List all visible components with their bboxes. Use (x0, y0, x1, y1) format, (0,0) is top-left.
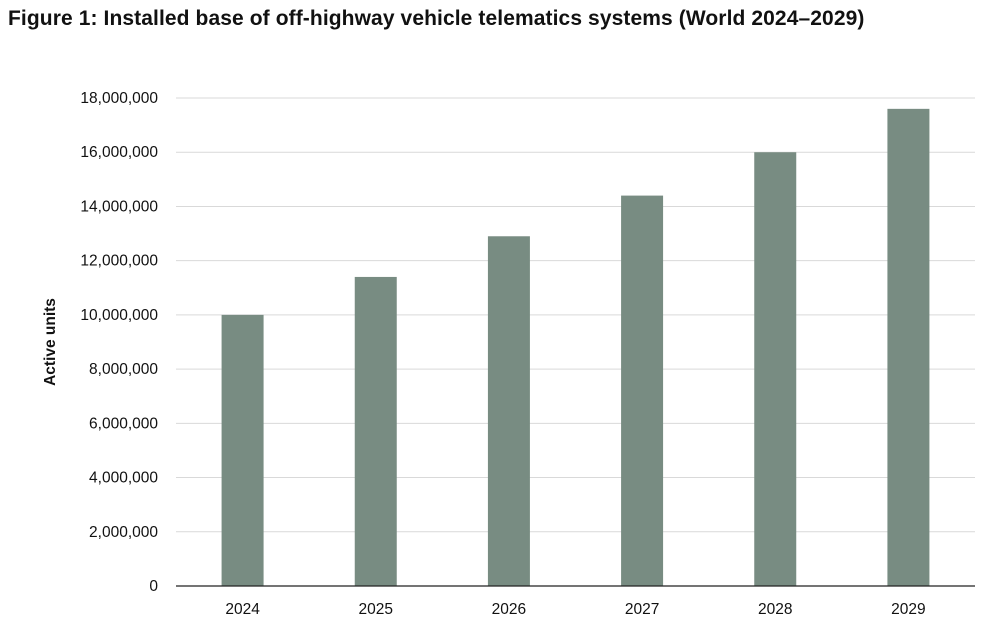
bar-2027 (621, 195, 664, 586)
y-tick-label: 0 (149, 578, 158, 595)
bar-2026 (487, 236, 530, 586)
y-tick-label: 12,000,000 (80, 253, 158, 270)
bar-2028 (754, 152, 797, 586)
y-tick-label: 18,000,000 (80, 90, 158, 107)
x-axis-ticks: 2024 2025 2026 2027 2028 2029 (225, 601, 925, 618)
x-tick-label: 2029 (891, 601, 925, 618)
y-tick-label: 10,000,000 (80, 307, 158, 324)
y-axis-ticks: 0 2,000,000 4,000,000 6,000,000 8,000,000 10,… (80, 90, 158, 595)
y-tick-label: 2,000,000 (89, 524, 158, 541)
bar-2024 (221, 314, 264, 586)
y-tick-label: 14,000,000 (80, 198, 158, 215)
y-tick-label: 8,000,000 (89, 361, 158, 378)
x-tick-label: 2025 (359, 601, 393, 618)
x-tick-label: 2026 (492, 601, 526, 618)
x-tick-label: 2027 (625, 601, 659, 618)
y-tick-label: 16,000,000 (80, 144, 158, 161)
bar-2025 (354, 276, 397, 586)
x-tick-label: 2024 (225, 601, 260, 618)
bars (221, 108, 930, 586)
bar-2029 (887, 108, 930, 586)
y-tick-label: 4,000,000 (89, 470, 158, 487)
y-axis-label: Active units (42, 298, 59, 386)
gridlines (176, 97, 975, 533)
chart-title: Figure 1: Installed base of off-highway … (8, 7, 865, 30)
y-tick-label: 6,000,000 (89, 415, 158, 432)
x-tick-label: 2028 (758, 601, 792, 618)
